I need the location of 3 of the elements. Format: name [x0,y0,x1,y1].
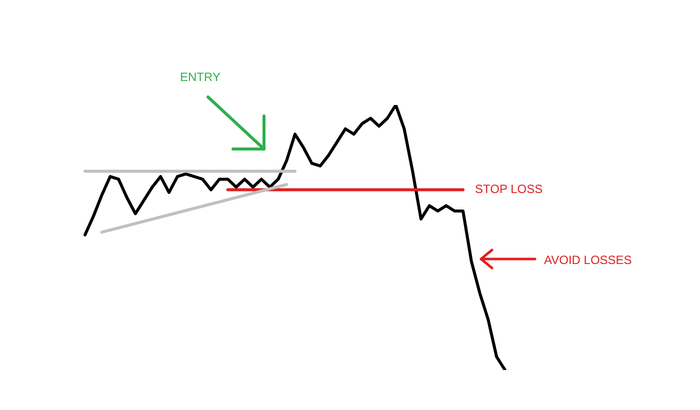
annotation: STOP LOSS [475,182,543,196]
text: AVOID LOSSES [544,253,632,267]
text: ENTRY [180,70,220,84]
